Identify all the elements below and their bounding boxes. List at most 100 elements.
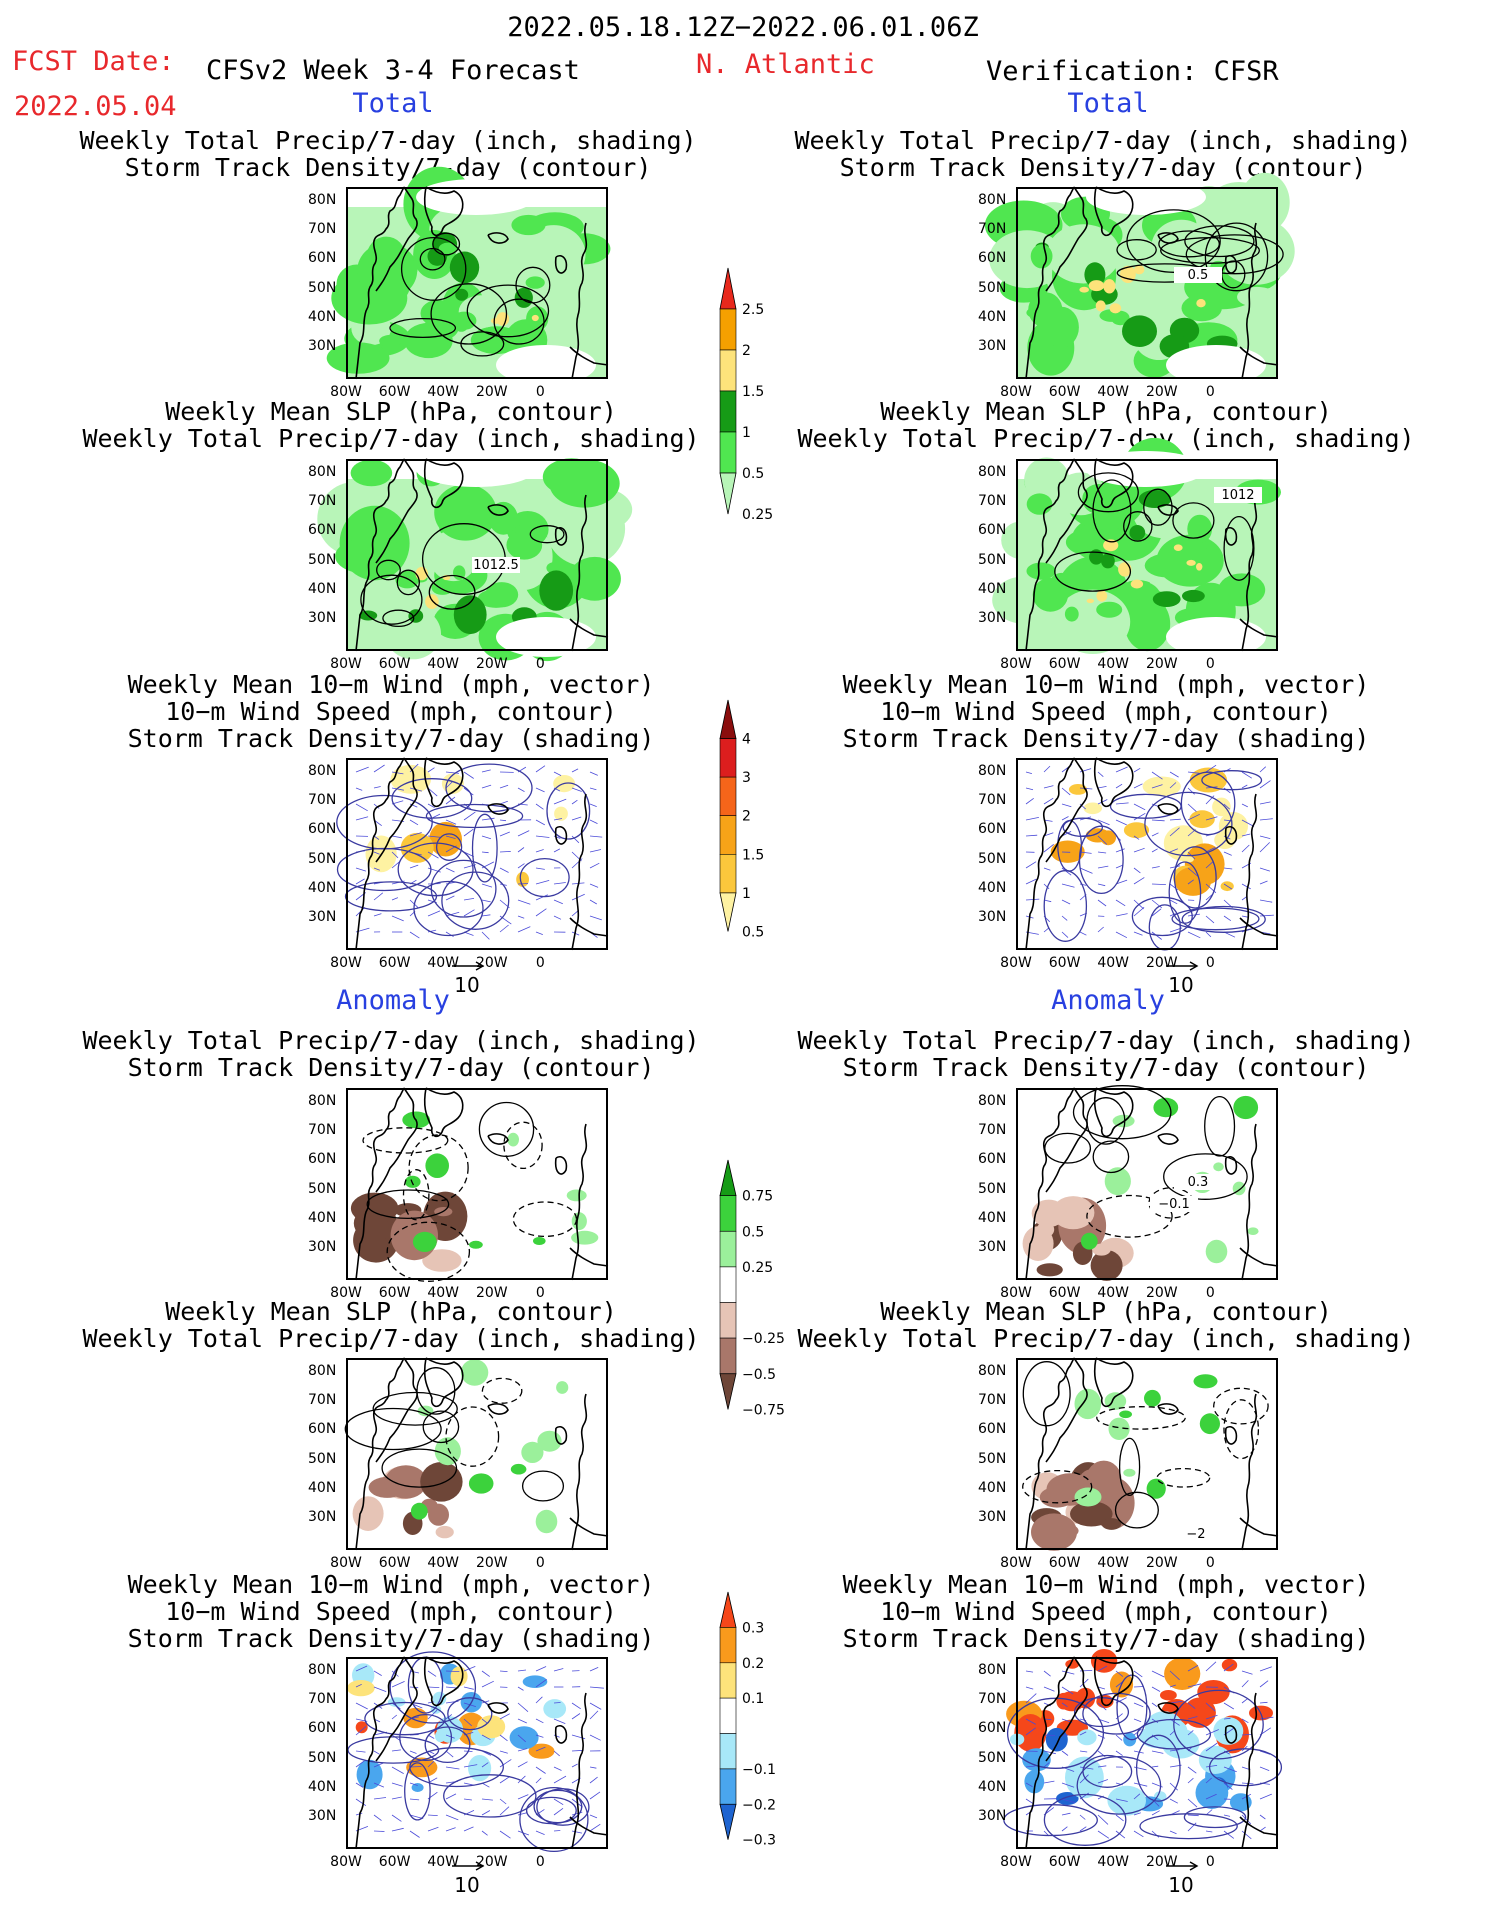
wind-vector: [589, 849, 602, 853]
wind-vector: [535, 1666, 547, 1672]
wind-vector: [589, 835, 603, 838]
title-fc-anom-wind-storm: Weekly Mean 10−m Wind (mph, vector) 10−m …: [127, 1570, 655, 1653]
greenland-coastline: [423, 186, 464, 237]
shading-region: [1198, 1745, 1232, 1774]
wind-vector: [1115, 1670, 1124, 1677]
shading-region: [441, 773, 464, 794]
africa-coastline: [569, 1247, 609, 1267]
contour-line: [512, 1201, 578, 1238]
shading-region: [1109, 303, 1122, 314]
wind-vector: [1241, 1698, 1249, 1704]
wind-vector: [499, 1830, 511, 1839]
wind-vector: [1241, 784, 1248, 789]
contour-line: [1022, 1469, 1093, 1504]
lon-tick-label: 60W: [1048, 1285, 1081, 1301]
lat-tick-label: 70N: [978, 1122, 1007, 1139]
map-ver-anom-slp-precip: −2 80N 70N 60N 50N 40N 30N 80W 60W 40W 20W 0: [978, 1357, 1279, 1570]
wind-vector: [1025, 1782, 1033, 1788]
wind-vector: [463, 909, 475, 917]
lon-tick-label: 80W: [1000, 656, 1032, 672]
map-frame: [346, 1088, 608, 1280]
colorbar-label: 0.2: [742, 1656, 764, 1672]
wind-vector: [499, 1775, 511, 1784]
shading-region: [404, 1175, 421, 1188]
shading-region: [533, 1237, 546, 1245]
wind-vector: [1151, 1686, 1161, 1692]
wind-vector: [1061, 1798, 1075, 1803]
colorbar-top-cap: [719, 699, 737, 739]
contour-line: [1082, 1692, 1151, 1735]
shading-region: [1233, 1095, 1259, 1120]
lat-tick-label: 60N: [978, 250, 1007, 267]
colorbar-segment: [719, 431, 737, 474]
lon-tick-label: 40W: [427, 656, 460, 672]
shading-region: [468, 1473, 494, 1494]
shading-region: [496, 617, 596, 657]
shading-region: [1186, 559, 1196, 566]
wind-vector: [571, 1749, 584, 1752]
shading-region: [469, 1240, 483, 1249]
contour-line: [1204, 222, 1269, 292]
wind-vector: [1169, 771, 1179, 778]
wind-vector: [535, 787, 545, 793]
greenland-coastline: [1093, 1656, 1134, 1707]
lat-tick-label: 60N: [978, 821, 1007, 838]
wind-vector: [1259, 899, 1273, 903]
contour-line: [347, 1736, 440, 1764]
wind-vector: [1259, 1793, 1272, 1800]
iceland-coastline: [487, 1403, 509, 1415]
contour-line: [362, 1127, 449, 1154]
wind-vector: [1169, 818, 1181, 821]
contour-line: [1173, 846, 1217, 909]
shading-region: [367, 307, 384, 324]
wind-vector: [373, 1686, 387, 1692]
wind-vector: [535, 803, 544, 810]
wind-vector: [553, 1734, 560, 1738]
africa-coastline: [569, 346, 609, 366]
wind-vector: [1115, 1713, 1123, 1720]
wind-vector: [571, 768, 579, 773]
wind-vector: [1151, 1718, 1159, 1724]
wind-vector: [499, 1734, 508, 1742]
wind-vector: [1133, 931, 1143, 936]
colorbar-segment: [719, 349, 737, 392]
wind-vector: [1205, 795, 1215, 805]
wind-vector: [427, 1709, 438, 1720]
shading-region: [1036, 1263, 1063, 1277]
wind-vector: [499, 784, 509, 789]
contour-line: [360, 574, 423, 625]
wind-vector: [589, 819, 598, 824]
lat-tick-label: 60N: [308, 250, 337, 267]
wind-vector: [1151, 1765, 1159, 1768]
wind-vector: [1187, 879, 1194, 885]
wind-vector: [589, 1791, 601, 1800]
lat-tick-label: 50N: [308, 279, 337, 296]
lat-tick-label: 80N: [308, 763, 337, 779]
north-america-coastline: [1025, 1087, 1088, 1281]
colorbar-bottom-cap: [719, 1373, 737, 1410]
contour-line: [1077, 472, 1139, 513]
contour-line: [402, 1169, 430, 1221]
wind-vector: [391, 1681, 405, 1688]
wind-vector: [517, 1718, 527, 1724]
wind-vector: [1097, 771, 1104, 777]
europe-coastline: [554, 1692, 588, 1850]
shading-region: [1104, 1167, 1131, 1196]
lat-tick-label: 50N: [308, 1180, 337, 1197]
shading-region: [1068, 784, 1088, 795]
wind-vector: [1133, 1718, 1142, 1723]
wind-vector: [1151, 771, 1163, 780]
wind-vector: [373, 1670, 382, 1676]
north-america-coastline: [355, 458, 418, 652]
shading-region: [1101, 1518, 1122, 1530]
shading-region: [432, 1691, 447, 1706]
wind-vector: [355, 1798, 367, 1807]
title-ver-total-wind-storm: Weekly Mean 10−m Wind (mph, vector) 10−m …: [842, 670, 1370, 753]
contour-line: [382, 609, 415, 628]
lon-tick-label: 60W: [1048, 955, 1081, 971]
wind-vector: [481, 1680, 494, 1688]
lon-tick-label: 0: [535, 955, 545, 971]
wind-vector: [1133, 877, 1145, 885]
contour-line: [1131, 896, 1193, 937]
title-ver-anom-wind-storm: Weekly Mean 10−m Wind (mph, vector) 10−m …: [842, 1570, 1370, 1653]
